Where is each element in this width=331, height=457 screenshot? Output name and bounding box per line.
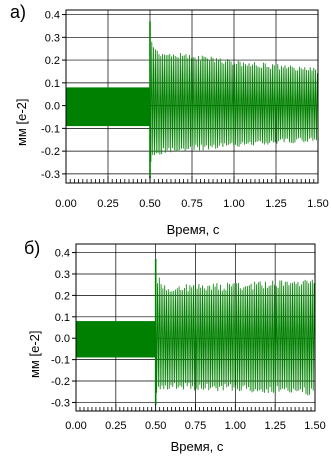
y-tick-label: -0.3 [51,397,70,409]
x-tick-label: 1.00 [225,420,246,432]
x-tick-label: 0.50 [139,198,160,210]
y-tick-label: 0.1 [55,312,70,324]
x-tick-label: 1.50 [307,198,328,210]
panel-a-label: а) [10,2,27,22]
y-tick-label: -0.2 [41,146,60,158]
x-tick-label: 1.25 [264,420,285,432]
x-tick-label: 0.00 [65,420,86,432]
x-axis-label-a: Время, с [166,222,220,237]
y-tick-label: 0.1 [45,78,60,90]
x-axis-label-b: Время, с [170,439,224,454]
x-tick-label: 0.75 [185,420,206,432]
y-tick-label: 0.0 [55,333,70,345]
y-tick-label: -0.1 [41,123,60,135]
x-tick-label: 0.50 [145,420,166,432]
x-tick-label: 1.25 [265,198,286,210]
signal-band-pre-b [76,321,156,358]
y-tick-label: -0.2 [51,376,70,388]
y-tick-label: 0.4 [45,10,60,22]
y-tick-label: -0.1 [51,355,70,367]
y-tick-label: 0.2 [45,55,60,67]
signal-line-b [155,259,316,396]
y-tick-label: 0.3 [55,269,70,281]
signal-line-a [149,22,318,162]
y-tick-label: 0.4 [55,248,70,260]
x-tick-label: 1.00 [223,198,244,210]
x-tick-label: 1.50 [304,420,325,432]
x-tick-label: 0.75 [181,198,202,210]
y-tick-label: 0.0 [45,101,60,113]
signal-band-pre-a [66,87,150,127]
y-tick-label: -0.3 [41,169,60,181]
x-tick-label: 0.00 [55,198,76,210]
y-tick-label: 0.3 [45,32,60,44]
x-tick-label: 0.25 [105,420,126,432]
y-tick-label: 0.2 [55,290,70,302]
x-tick-label: 0.25 [97,198,118,210]
panel-b-label: б) [24,238,41,258]
